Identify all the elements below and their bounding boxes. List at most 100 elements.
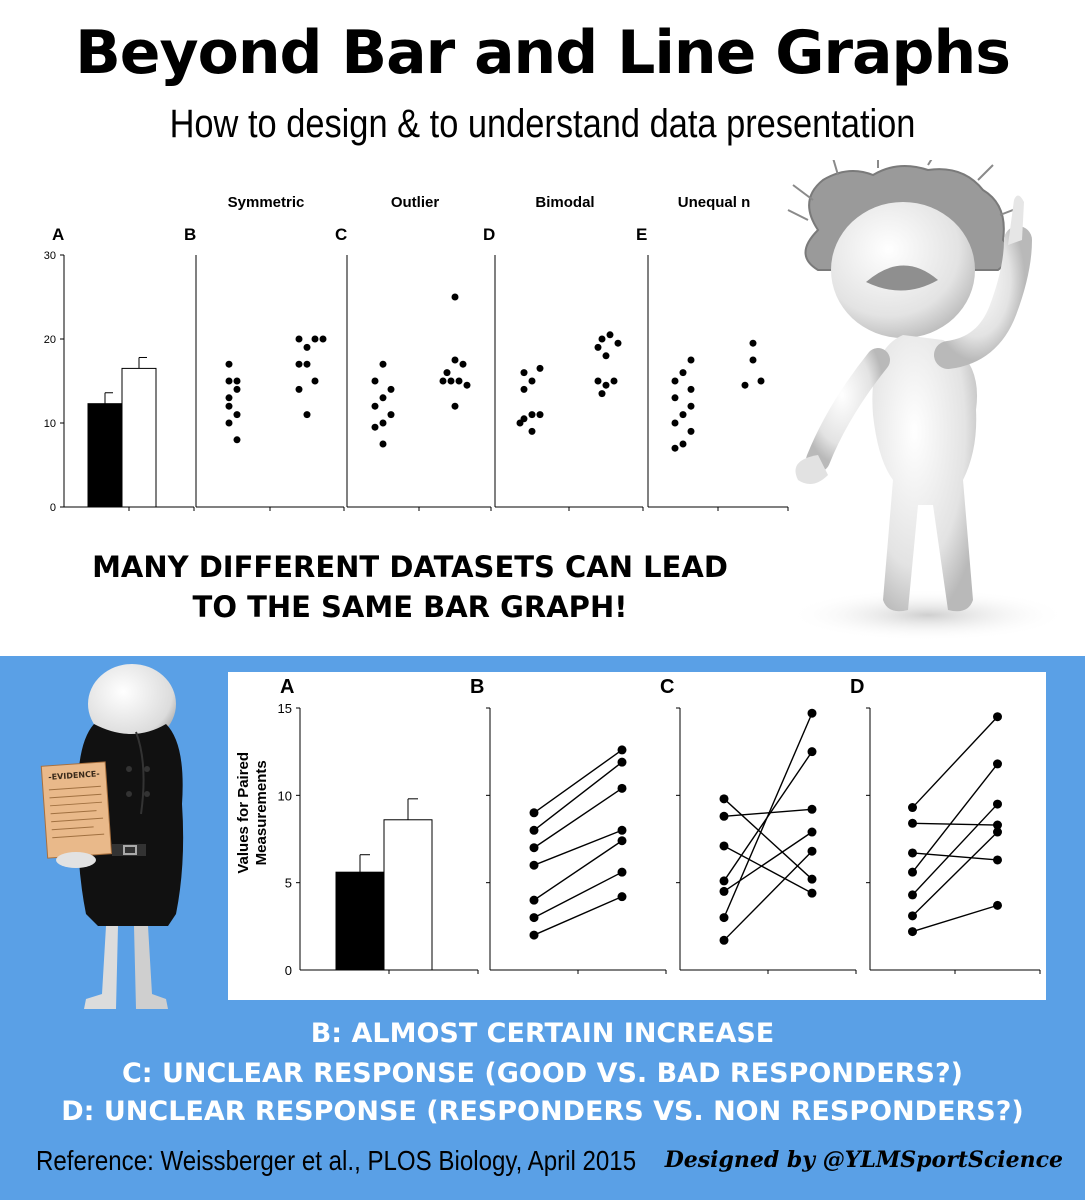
data-point — [529, 825, 539, 835]
data-point — [757, 377, 765, 385]
data-point — [379, 440, 387, 448]
data-point — [908, 803, 917, 813]
bar-2 — [383, 819, 433, 971]
data-point — [598, 335, 606, 343]
data-point — [536, 364, 544, 372]
panel-letter-b: B — [184, 225, 196, 244]
panel-title-e: Unequal n — [678, 194, 751, 211]
data-point — [233, 411, 241, 419]
top-panel-e: E Unequal n — [636, 194, 789, 511]
data-point — [520, 369, 528, 377]
data-point — [719, 935, 729, 945]
pair-line — [533, 787, 623, 849]
bar-1 — [87, 403, 123, 508]
data-point — [295, 335, 303, 343]
data-point — [671, 419, 679, 427]
data-point — [807, 747, 817, 757]
data-point — [311, 335, 319, 343]
pair-line — [723, 831, 813, 892]
data-point — [529, 913, 539, 923]
data-point — [295, 360, 303, 368]
data-point — [807, 804, 817, 814]
y-tick-label: 0 — [50, 502, 56, 514]
data-point — [614, 339, 622, 347]
data-point — [529, 808, 539, 818]
data-point — [529, 930, 539, 940]
data-point — [671, 444, 679, 452]
data-point — [311, 377, 319, 385]
data-point — [908, 818, 917, 828]
top-panel-b: B Symmetric — [184, 194, 345, 511]
panel-title-d: Bimodal — [535, 194, 594, 211]
data-point — [908, 911, 917, 921]
data-point — [671, 377, 679, 385]
data-point — [379, 360, 387, 368]
bar-1 — [335, 871, 385, 971]
pair-line — [533, 871, 623, 919]
data-point — [719, 841, 729, 851]
data-point — [520, 385, 528, 393]
panel-letter-e: E — [636, 225, 647, 244]
data-point — [528, 411, 536, 419]
data-point — [387, 411, 395, 419]
data-point — [610, 377, 618, 385]
data-point — [225, 360, 233, 368]
data-point — [528, 427, 536, 435]
data-point — [687, 356, 695, 364]
panel-letter-c: C — [335, 225, 347, 244]
data-point — [679, 369, 687, 377]
reference-text: Reference: Weissberger et al., PLOS Biol… — [36, 1145, 637, 1176]
pair-line — [533, 761, 623, 831]
pair-line — [533, 749, 623, 814]
evidence-label: -EVIDENCE- — [48, 769, 100, 782]
data-point — [594, 377, 602, 385]
panel-title-b: Symmetric — [228, 194, 305, 211]
panel-letter-a: A — [280, 676, 294, 698]
top-panel-a: A 0 10 20 30 — [44, 225, 195, 514]
data-point — [617, 745, 627, 755]
y-tick-label: 20 — [44, 334, 56, 346]
panel-title-c: Outlier — [391, 194, 440, 211]
data-point — [908, 848, 917, 858]
bottom-panel-d: D — [850, 676, 1041, 974]
data-point — [749, 356, 757, 364]
data-point — [749, 339, 757, 347]
pair-line — [912, 831, 998, 917]
data-point — [516, 419, 524, 427]
data-point — [617, 783, 627, 793]
bottom-panel-a: A 0 5 10 15 Values for Paired Measurements — [235, 676, 479, 978]
data-point — [443, 369, 451, 377]
pair-line — [911, 716, 999, 809]
y-tick-label: 10 — [278, 788, 292, 803]
data-point — [617, 825, 627, 835]
tagline-line-2: to the same bar graph! — [192, 590, 628, 624]
data-point — [807, 846, 817, 856]
data-point — [807, 708, 817, 718]
data-point — [598, 390, 606, 398]
page-title: Beyond Bar and Line Graphs — [75, 18, 1011, 88]
bottom-chart-row: A 0 5 10 15 Values for Paired Measurements B C D — [235, 676, 1041, 978]
data-point — [233, 377, 241, 385]
data-point — [617, 757, 627, 767]
data-point — [594, 343, 602, 351]
data-point — [687, 402, 695, 410]
data-point — [225, 402, 233, 410]
data-point — [993, 855, 1002, 865]
data-point — [529, 860, 539, 870]
panel-letter-c: C — [660, 676, 674, 698]
data-point — [719, 794, 729, 804]
data-point — [741, 381, 749, 389]
y-tick-label: 10 — [44, 418, 56, 430]
data-point — [295, 385, 303, 393]
data-point — [679, 440, 687, 448]
data-point — [303, 411, 311, 419]
data-point — [379, 394, 387, 402]
data-point — [719, 876, 729, 886]
page-subtitle: How to design & to understand data prese… — [169, 102, 916, 146]
data-point — [807, 827, 817, 837]
data-point — [993, 820, 1002, 830]
data-point — [602, 381, 610, 389]
data-point — [225, 377, 233, 385]
data-point — [371, 423, 379, 431]
data-point — [807, 874, 817, 884]
